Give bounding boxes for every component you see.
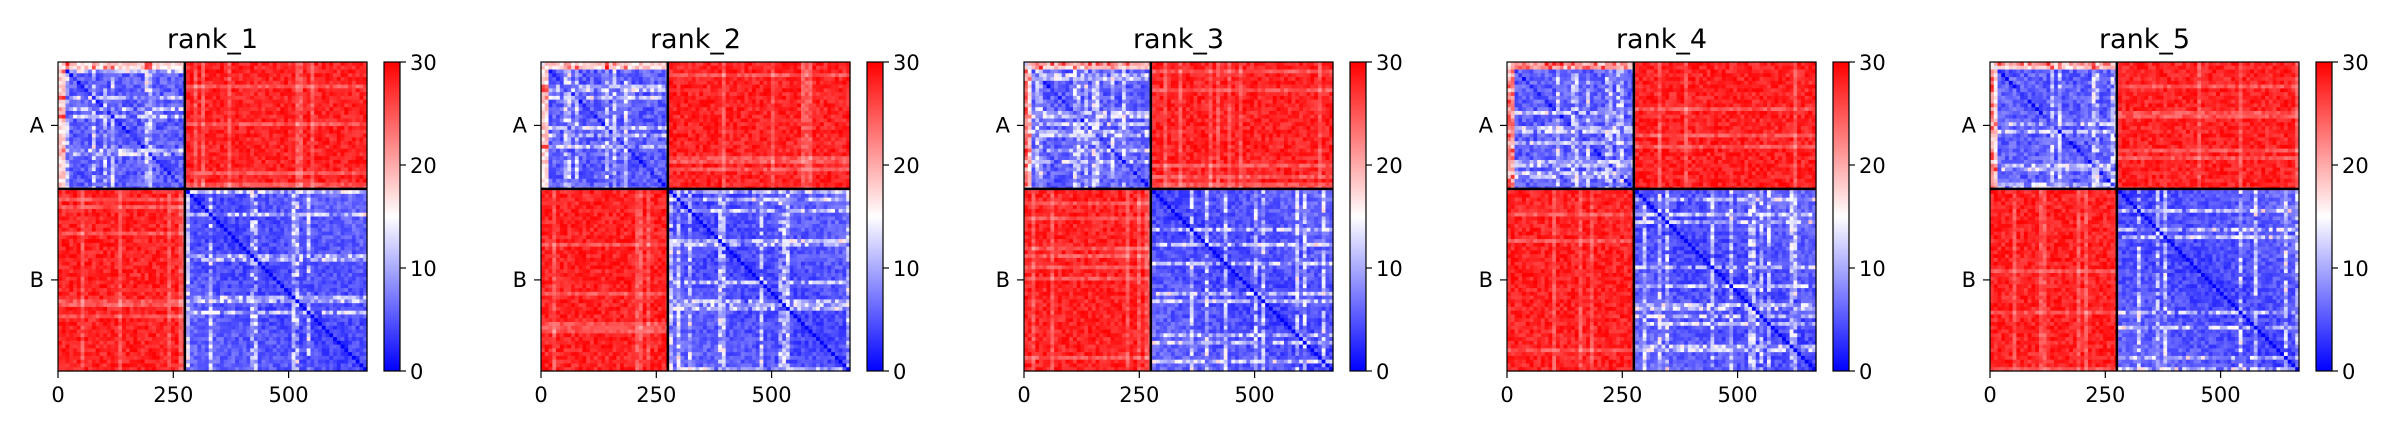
chain-label-b: B — [30, 268, 44, 292]
colorbar-tick-label: 30 — [893, 51, 920, 75]
panel-2: rank_2 0 250 500 A B 0 10 20 30 — [513, 24, 920, 407]
colorbar-tick-label: 0 — [2342, 360, 2355, 384]
x-tick-label: 0 — [1983, 383, 1996, 407]
colorbar-tick-label: 10 — [1376, 257, 1403, 281]
chain-label-b: B — [513, 268, 527, 292]
x-tick-label: 250 — [636, 383, 676, 407]
chain-label-a: A — [1962, 113, 1977, 137]
x-tick-label: 0 — [1500, 383, 1513, 407]
colorbar — [1832, 61, 1850, 372]
colorbar-tick-label: 10 — [1859, 257, 1886, 281]
x-tick-label: 500 — [1235, 383, 1275, 407]
heatmap-cells — [541, 62, 851, 372]
axes-frame — [1989, 61, 2300, 372]
heatmap-cells — [1024, 62, 1334, 372]
colorbar-tick-label: 30 — [1859, 51, 1886, 75]
x-tick-label: 0 — [1017, 383, 1030, 407]
chain-label-b: B — [996, 268, 1010, 292]
heatmap-cells — [1507, 62, 1817, 372]
axes-frame — [1506, 61, 1817, 372]
panel-title: rank_2 — [650, 24, 741, 55]
colorbar — [383, 61, 401, 372]
chain-label-a: A — [30, 113, 45, 137]
colorbar-tick-label: 0 — [410, 360, 423, 384]
colorbar — [2315, 61, 2333, 372]
axes-frame — [540, 61, 851, 372]
panel-title: rank_4 — [1616, 24, 1707, 55]
x-tick-label: 500 — [269, 383, 309, 407]
colorbar-tick-label: 20 — [2342, 154, 2369, 178]
colorbar-tick-label: 20 — [410, 154, 437, 178]
heatmap-cells — [1990, 62, 2300, 372]
colorbar-tick-label: 30 — [1376, 51, 1403, 75]
colorbar — [1349, 61, 1367, 372]
x-tick-label: 250 — [2085, 383, 2125, 407]
panel-1: rank_1 0 250 500 A B 0 10 20 30 — [30, 24, 437, 407]
chain-label-b: B — [1479, 268, 1493, 292]
x-tick-label: 0 — [51, 383, 64, 407]
panel-4: rank_4 0 250 500 A B 0 10 20 30 — [1479, 24, 1886, 407]
panel-3: rank_3 0 250 500 A B 0 10 20 30 — [996, 24, 1403, 407]
x-tick-label: 500 — [752, 383, 792, 407]
chain-label-a: A — [1479, 113, 1494, 137]
x-tick-label: 250 — [1119, 383, 1159, 407]
colorbar-tick-label: 20 — [893, 154, 920, 178]
panel-title: rank_3 — [1133, 24, 1224, 55]
x-tick-label: 500 — [2201, 383, 2241, 407]
colorbar-tick-label: 20 — [1376, 154, 1403, 178]
colorbar-tick-label: 20 — [1859, 154, 1886, 178]
chain-label-b: B — [1962, 268, 1976, 292]
chain-label-a: A — [513, 113, 528, 137]
colorbar-tick-label: 10 — [410, 257, 437, 281]
colorbar-tick-label: 10 — [2342, 257, 2369, 281]
panel-5: rank_5 0 250 500 A B 0 10 20 30 — [1962, 24, 2369, 407]
colorbar-tick-label: 30 — [410, 51, 437, 75]
x-tick-label: 0 — [534, 383, 547, 407]
colorbar — [866, 61, 884, 372]
panel-title: rank_5 — [2099, 24, 2190, 55]
axes-frame — [1023, 61, 1334, 372]
chain-label-a: A — [996, 113, 1011, 137]
x-tick-label: 500 — [1718, 383, 1758, 407]
colorbar-tick-label: 0 — [1376, 360, 1389, 384]
colorbar-tick-label: 0 — [893, 360, 906, 384]
axes-frame — [57, 61, 368, 372]
x-tick-label: 250 — [153, 383, 193, 407]
colorbar-tick-label: 30 — [2342, 51, 2369, 75]
panel-title: rank_1 — [167, 24, 258, 55]
colorbar-tick-label: 10 — [893, 257, 920, 281]
colorbar-tick-label: 0 — [1859, 360, 1872, 384]
heatmap-cells — [58, 62, 368, 372]
x-tick-label: 250 — [1602, 383, 1642, 407]
